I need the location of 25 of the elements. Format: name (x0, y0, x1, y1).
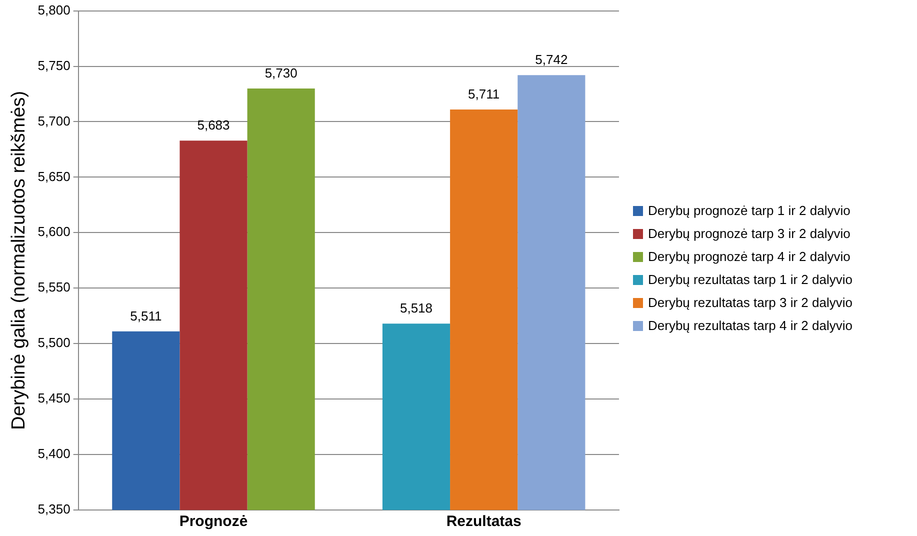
legend-label: Derybų prognozė tarp 4 ir 2 dalyvio (648, 249, 850, 264)
x-tick-label: Rezultatas (446, 513, 522, 530)
data-label: 5,511 (130, 308, 162, 324)
y-tick-label: 5,800 (38, 2, 70, 18)
y-tick-label: 5,550 (38, 280, 70, 295)
y-tick-label: 5,750 (38, 58, 70, 73)
data-label: 5,518 (400, 300, 433, 316)
y-tick-label: 5,500 (38, 335, 70, 350)
legend-label: Derybų prognozė tarp 1 ir 2 dalyvio (648, 203, 850, 218)
legend-label: Derybų rezultatas tarp 3 ir 2 dalyvio (648, 295, 852, 310)
legend-label: Derybų rezultatas tarp 1 ir 2 dalyvio (648, 272, 852, 287)
y-tick-label: 5,450 (38, 390, 70, 406)
y-tick-label: 5,400 (38, 446, 70, 462)
y-tick-label: 5,350 (38, 502, 70, 517)
y-tick-label: 5,600 (38, 224, 70, 240)
y-tick-label: 5,700 (38, 113, 70, 128)
y-axis-title: Derybinė galia (normalizuotos reikšmės) (8, 90, 30, 430)
y-tick-label: 5,650 (38, 168, 70, 184)
data-label: 5,683 (197, 118, 230, 133)
data-label: 5,711 (468, 86, 500, 102)
legend-label: Derybų prognozė tarp 3 ir 2 dalyvio (648, 226, 850, 241)
data-label: 5,742 (535, 52, 568, 68)
data-label: 5,730 (264, 66, 298, 81)
x-tick-label: Prognozė (179, 513, 248, 530)
legend-label: Derybų rezultatas tarp 4 ir 2 dalyvio (648, 318, 852, 333)
